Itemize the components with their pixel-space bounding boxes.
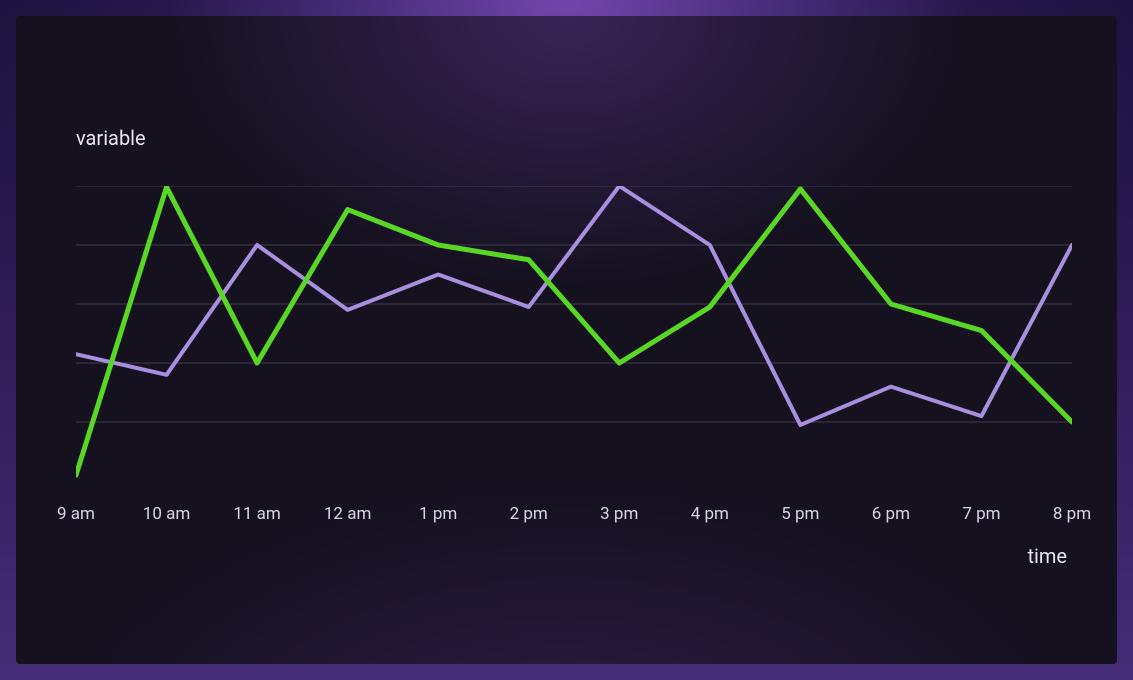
x-tick-label: 12 am [324,504,371,524]
x-tick-label: 7 pm [962,504,1000,524]
x-tick-label: 8 pm [1053,504,1091,524]
page-background: variable time 9 am 10 am 11 am 12 am 1 pm 2 p… [0,0,1133,680]
x-tick-label: 3 pm [600,504,638,524]
x-tick-label: 11 am [233,504,280,524]
series-green [76,187,1072,475]
chart-panel: variable time 9 am 10 am 11 am 12 am 1 pm 2 p… [16,16,1117,664]
chart-plot-area [76,186,1072,481]
x-tick-label: 1 pm [419,504,457,524]
x-tick-label: 2 pm [510,504,548,524]
x-tick-label: 10 am [143,504,190,524]
x-tick-label: 6 pm [872,504,910,524]
x-axis-title: time [1027,544,1067,568]
x-tick-label: 5 pm [781,504,819,524]
x-tick-label: 4 pm [691,504,729,524]
x-tick-label: 9 am [57,504,95,524]
y-axis-title: variable [76,126,146,150]
